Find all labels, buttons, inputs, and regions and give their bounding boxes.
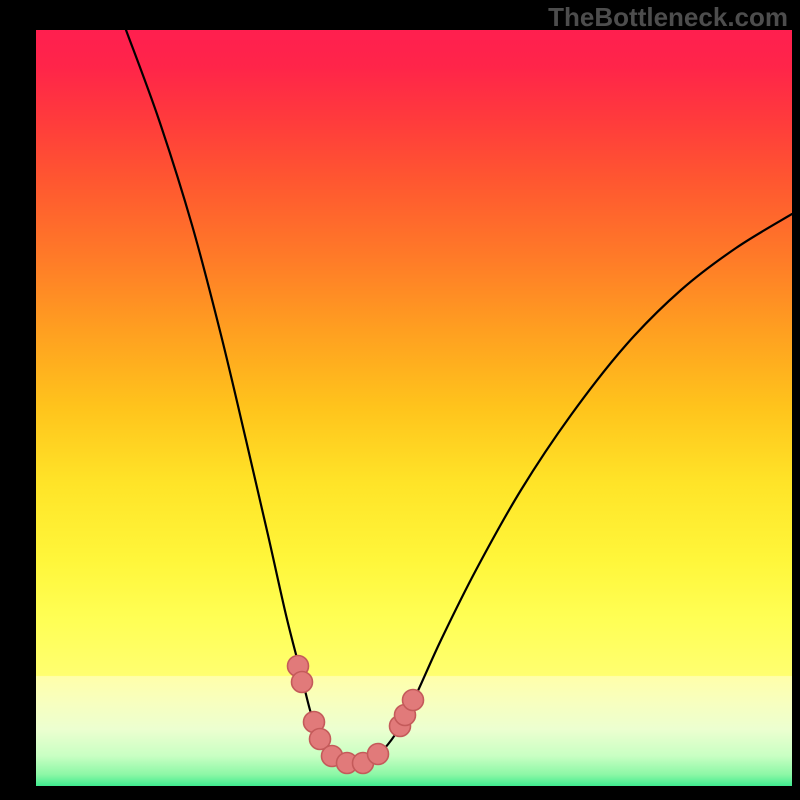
gradient-background bbox=[36, 30, 792, 786]
chart-svg bbox=[36, 30, 792, 786]
data-marker bbox=[368, 744, 389, 765]
data-marker bbox=[403, 690, 424, 711]
data-marker bbox=[292, 672, 313, 693]
canvas-root: TheBottleneck.com bbox=[0, 0, 800, 800]
watermark-text: TheBottleneck.com bbox=[548, 2, 788, 33]
plot-area bbox=[36, 30, 792, 786]
